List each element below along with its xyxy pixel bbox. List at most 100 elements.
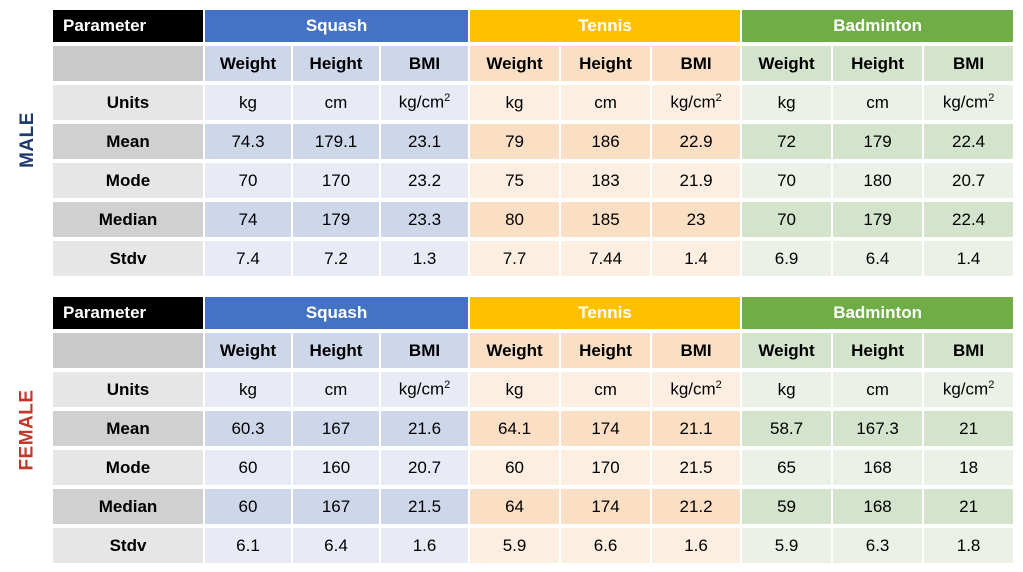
female-label-text: FEMALE	[17, 389, 39, 471]
table-cell: 21	[924, 411, 1016, 446]
table-row: Stdv 6.1 6.4 1.6 5.9 6.6 1.6 5.9 6.3 1.8	[53, 528, 1016, 563]
table-cell: 70	[742, 163, 834, 198]
column-header-row: Weight Height BMI Weight Height BMI Weight Heig…	[53, 46, 1016, 81]
column-header: Weight	[470, 333, 562, 368]
table-cell: 7.7	[470, 241, 562, 276]
table-cell: kg/cm2	[381, 85, 471, 120]
table-cell: 183	[561, 163, 653, 198]
table-cell: 74	[205, 202, 293, 237]
column-header: Weight	[470, 46, 562, 81]
column-header: Weight	[205, 46, 293, 81]
column-header: BMI	[652, 46, 743, 81]
row-label: Median	[53, 202, 205, 237]
squash-group-header: Squash	[205, 297, 471, 329]
table-row: Units kg cm kg/cm2 kg cm kg/cm2 kg cm kg/cm2	[53, 372, 1016, 407]
table-cell: kg/cm2	[924, 85, 1016, 120]
column-header: Height	[833, 46, 925, 81]
table-cell: 59	[742, 489, 834, 524]
badminton-group-header: Badminton	[742, 297, 1016, 329]
table-cell: 179	[833, 202, 925, 237]
table-row: Units kg cm kg/cm2 kg cm kg/cm2 kg cm kg/cm2	[53, 85, 1016, 120]
table-cell: 160	[293, 450, 381, 485]
column-header: Height	[561, 46, 653, 81]
table-cell: 21.5	[652, 450, 743, 485]
table-cell: 64.1	[470, 411, 562, 446]
column-header: BMI	[381, 46, 471, 81]
table-cell: 5.9	[470, 528, 562, 563]
table-cell: 1.8	[924, 528, 1016, 563]
table-cell: 168	[833, 489, 925, 524]
table-cell: kg	[742, 372, 834, 407]
table-cell: 6.3	[833, 528, 925, 563]
row-label: Stdv	[53, 528, 205, 563]
column-header: Weight	[742, 46, 834, 81]
table-cell: cm	[293, 372, 381, 407]
female-stats-table: Parameter Squash Tennis Badminton Weight Heig…	[53, 293, 1016, 567]
table-cell: 168	[833, 450, 925, 485]
table-cell: 179.1	[293, 124, 381, 159]
row-label: Units	[53, 85, 205, 120]
table-cell: 80	[470, 202, 562, 237]
column-header: Height	[293, 46, 381, 81]
table-cell: 179	[293, 202, 381, 237]
male-label-text: MALE	[17, 112, 39, 168]
parameter-header: Parameter	[53, 297, 205, 329]
table-cell: kg/cm2	[652, 372, 743, 407]
table-cell: 21.6	[381, 411, 471, 446]
table-cell: 70	[742, 202, 834, 237]
table-cell: 170	[293, 163, 381, 198]
table-cell: kg/cm2	[924, 372, 1016, 407]
table-cell: 23.3	[381, 202, 471, 237]
table-cell: 64	[470, 489, 562, 524]
table-cell: 6.4	[293, 528, 381, 563]
table-cell: 167.3	[833, 411, 925, 446]
table-cell: kg	[205, 85, 293, 120]
table-row: Mean 74.3 179.1 23.1 79 186 22.9 72 179 22.4	[53, 124, 1016, 159]
table-cell: 21.5	[381, 489, 471, 524]
table-cell: 23.2	[381, 163, 471, 198]
column-header: BMI	[924, 46, 1016, 81]
table-cell: 167	[293, 489, 381, 524]
table-cell: cm	[561, 372, 653, 407]
table-cell: 20.7	[381, 450, 471, 485]
column-header: BMI	[924, 333, 1016, 368]
table-row: Mode 70 170 23.2 75 183 21.9 70 180 20.7	[53, 163, 1016, 198]
badminton-group-header: Badminton	[742, 10, 1016, 42]
table-cell: 23	[652, 202, 743, 237]
column-header-row: Weight Height BMI Weight Height BMI Weight Heig…	[53, 333, 1016, 368]
table-cell: cm	[833, 85, 925, 120]
female-section-label: FEMALE	[8, 330, 48, 530]
table-cell: 174	[561, 411, 653, 446]
table-cell: 21.2	[652, 489, 743, 524]
table-cell: kg/cm2	[381, 372, 471, 407]
table-cell: 22.4	[924, 124, 1016, 159]
table-cell: 167	[293, 411, 381, 446]
table-cell: 22.4	[924, 202, 1016, 237]
table-row: Stdv 7.4 7.2 1.3 7.7 7.44 1.4 6.9 6.4 1.4	[53, 241, 1016, 276]
table-cell: kg	[205, 372, 293, 407]
column-header: Height	[833, 333, 925, 368]
group-header-row: Parameter Squash Tennis Badminton	[53, 297, 1016, 329]
tennis-group-header: Tennis	[470, 10, 743, 42]
table-cell: 22.9	[652, 124, 743, 159]
squash-group-header: Squash	[205, 10, 471, 42]
row-label: Mode	[53, 450, 205, 485]
table-cell: 6.1	[205, 528, 293, 563]
row-label: Units	[53, 372, 205, 407]
table-cell: 60	[470, 450, 562, 485]
table-cell: 1.4	[924, 241, 1016, 276]
table-row: Median 60 167 21.5 64 174 21.2 59 168 21	[53, 489, 1016, 524]
table-cell: 21.9	[652, 163, 743, 198]
table-cell: 75	[470, 163, 562, 198]
male-section-label: MALE	[8, 40, 48, 240]
table-cell: 21	[924, 489, 1016, 524]
table-cell: 79	[470, 124, 562, 159]
table-cell: cm	[293, 85, 381, 120]
table-cell: 7.4	[205, 241, 293, 276]
table-cell: 70	[205, 163, 293, 198]
table-cell: 6.6	[561, 528, 653, 563]
table-cell: 1.4	[652, 241, 743, 276]
table-cell: 186	[561, 124, 653, 159]
table-cell: 170	[561, 450, 653, 485]
table-cell: 23.1	[381, 124, 471, 159]
